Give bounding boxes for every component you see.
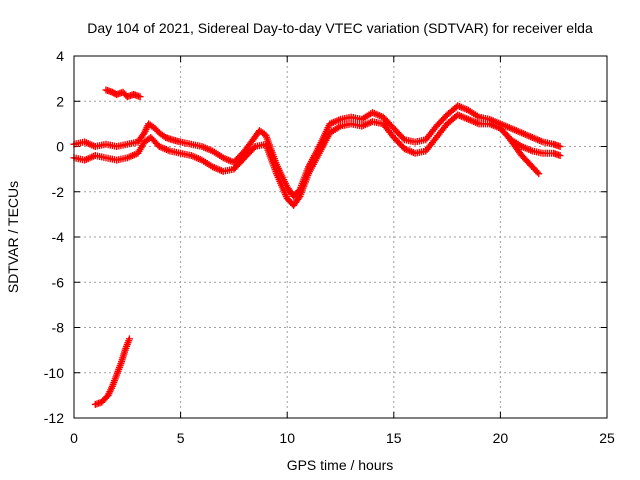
y-tick-label: -8: [52, 320, 65, 336]
data-point-marker: [556, 143, 564, 150]
x-tick-label: 15: [386, 430, 402, 446]
data-point-marker: [125, 335, 133, 343]
x-axis-label: GPS time / hours: [287, 457, 394, 473]
x-tick-label: 10: [279, 430, 295, 446]
data-markers: [70, 86, 564, 408]
axis-ticks: 0 5 10 15 20 25 -12 -10 -8 -6 -4 -2 0 2 4: [44, 48, 615, 446]
y-tick-label: 0: [56, 139, 64, 155]
y-tick-label: -6: [52, 274, 65, 290]
x-tick-label: 0: [70, 430, 78, 446]
plot-frame: [73, 55, 608, 419]
x-tick-label: 5: [177, 430, 185, 446]
y-tick-label: -10: [44, 365, 64, 381]
grid-lines: [74, 56, 607, 418]
y-tick-label: -2: [52, 184, 65, 200]
data-point-marker: [535, 170, 543, 178]
y-tick-label: -12: [44, 410, 64, 426]
series-trace-late-decline: [503, 131, 543, 178]
y-tick-label: 4: [56, 48, 64, 64]
data-point-marker: [533, 168, 541, 176]
data-point-marker: [295, 194, 303, 202]
y-axis-label: SDTVAR / TECUs: [5, 181, 21, 293]
y-tick-label: -4: [52, 229, 65, 245]
series-trace-steep-segment: [91, 335, 133, 408]
chart-title: Day 104 of 2021, Sidereal Day-to-day VTE…: [87, 20, 593, 36]
series-trace-lower-main: [70, 111, 564, 209]
x-tick-label: 25: [599, 430, 615, 446]
series-trace-upper-left-segment: [102, 86, 144, 101]
y-tick-label: 2: [56, 93, 64, 109]
data-point-marker: [136, 93, 144, 101]
data-point-marker: [556, 152, 564, 160]
x-tick-label: 20: [493, 430, 509, 446]
series-trace-upper-main: [70, 102, 564, 200]
